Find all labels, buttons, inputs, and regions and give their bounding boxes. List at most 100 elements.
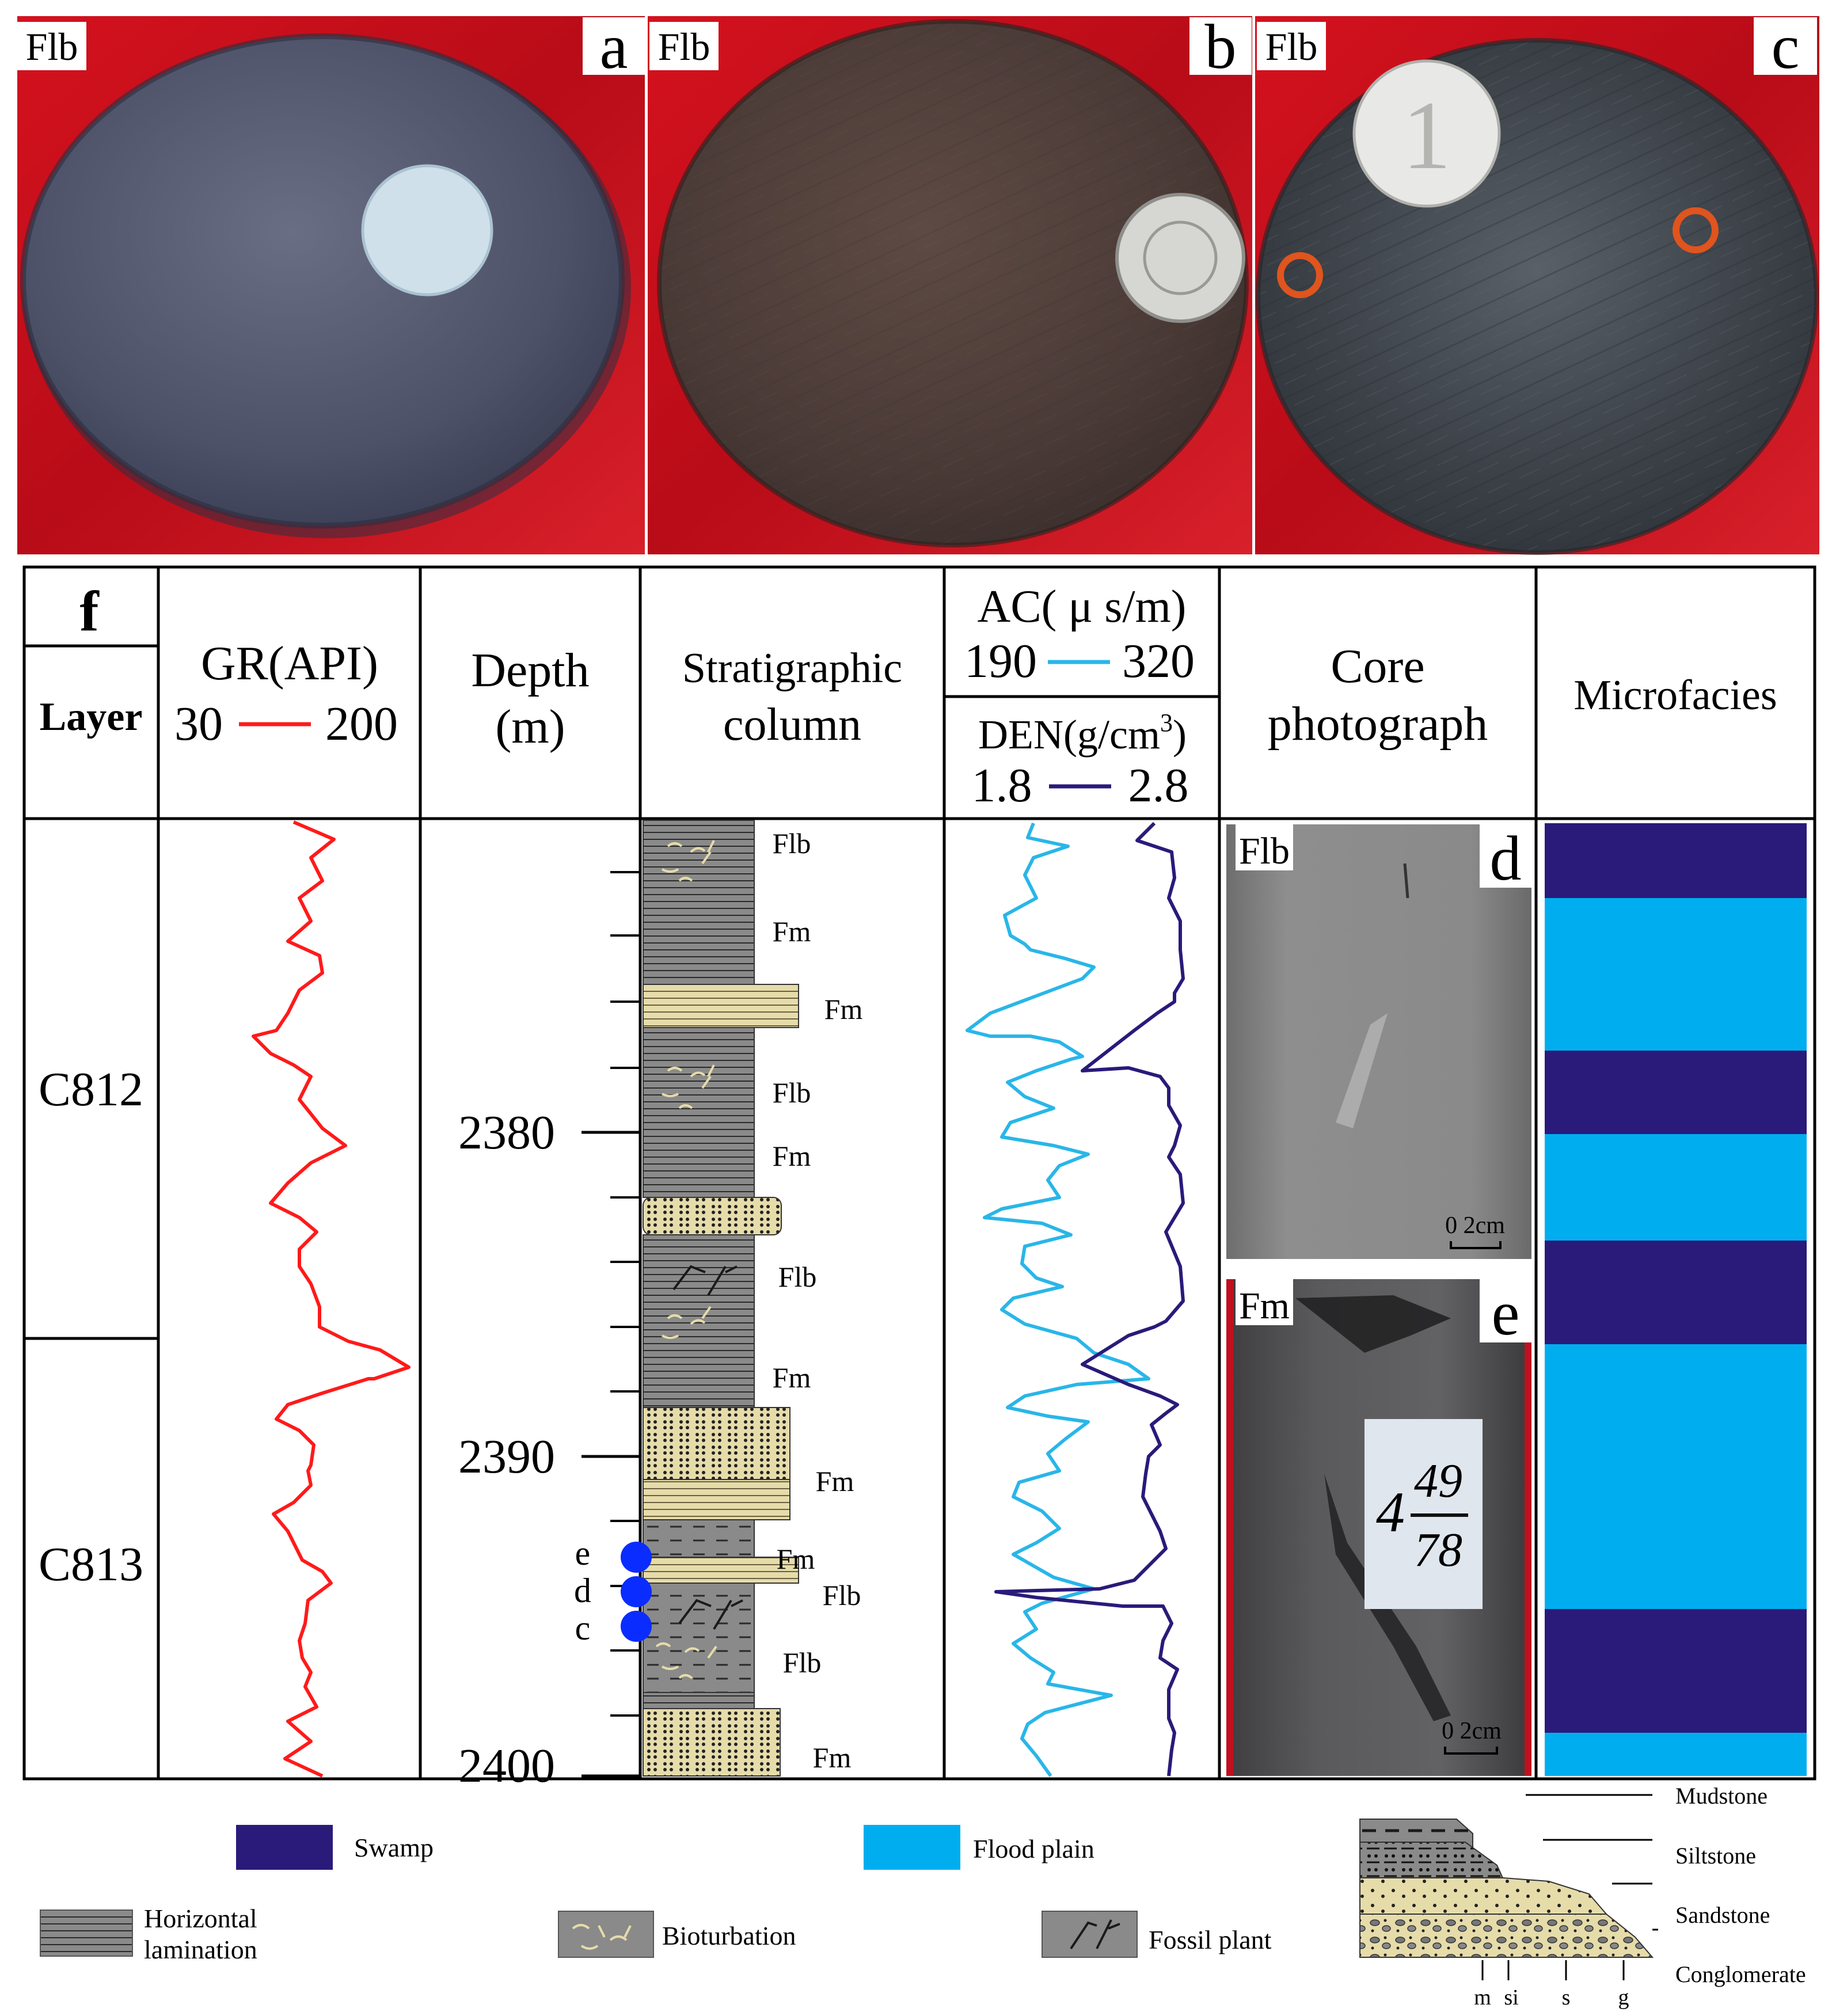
legend-bioturbation-label: Bioturbation bbox=[662, 1921, 796, 1950]
strat-label: Fm bbox=[773, 915, 811, 948]
photo-b bbox=[648, 16, 1252, 554]
microfacies-column bbox=[1545, 823, 1807, 1776]
svg-text:a: a bbox=[600, 12, 628, 82]
bioturbation-icon bbox=[655, 840, 717, 1679]
svg-text:GR(API): GR(API) bbox=[201, 637, 378, 690]
svg-text:d: d bbox=[1490, 823, 1522, 893]
svg-text:0 2cm: 0 2cm bbox=[1442, 1718, 1502, 1744]
microfacies-swamp bbox=[1545, 1241, 1807, 1344]
strat-label: Fm bbox=[773, 1140, 811, 1172]
header-ac: AC( μ s/m) 190 320 bbox=[964, 581, 1195, 688]
legend-fossil-swatch bbox=[1042, 1911, 1138, 1958]
legend-swamp-swatch bbox=[236, 1825, 333, 1870]
strat-label: Fm bbox=[816, 1465, 854, 1497]
svg-text:0 2cm: 0 2cm bbox=[1445, 1212, 1505, 1239]
strat-label: Flb bbox=[773, 1077, 811, 1109]
legend-flood-label: Flood plain bbox=[973, 1834, 1094, 1863]
svg-text:78: 78 bbox=[1414, 1523, 1462, 1577]
strat-label: Fm bbox=[777, 1543, 815, 1575]
svg-text:column: column bbox=[723, 699, 861, 750]
svg-text:c: c bbox=[1772, 12, 1800, 82]
gr-curve bbox=[252, 820, 411, 1778]
coin-icon bbox=[1115, 193, 1245, 323]
coin-icon bbox=[1352, 59, 1501, 208]
microfacies-swamp bbox=[1545, 1609, 1807, 1733]
svg-text:Conglomerate: Conglomerate bbox=[1675, 1961, 1806, 1987]
sample-point-c bbox=[621, 1611, 652, 1642]
photo-c: 1 bbox=[1255, 16, 1819, 555]
den-curve bbox=[994, 821, 1185, 1777]
svg-text:DEN(g/cm3): DEN(g/cm3) bbox=[978, 709, 1187, 758]
header-layer: Layer bbox=[40, 695, 143, 739]
header-depth: Depth (m) bbox=[471, 644, 589, 754]
strat-label: Flb bbox=[783, 1646, 822, 1679]
svg-text:4: 4 bbox=[1376, 1480, 1405, 1544]
microfacies-flood-plain bbox=[1545, 1134, 1807, 1241]
depth-axis bbox=[581, 871, 640, 1778]
svg-text:2.8: 2.8 bbox=[1128, 759, 1189, 812]
svg-text:g: g bbox=[1618, 1985, 1629, 2010]
svg-text:190: 190 bbox=[964, 634, 1037, 688]
photo-label-a: Flb a bbox=[17, 12, 645, 82]
coin-icon bbox=[361, 164, 493, 296]
svg-text:(m): (m) bbox=[495, 700, 565, 754]
strat-label: Fm bbox=[813, 1741, 852, 1774]
svg-text:Stratigraphic: Stratigraphic bbox=[682, 645, 902, 692]
svg-text:si: si bbox=[1504, 1985, 1518, 2010]
svg-text:c: c bbox=[575, 1609, 591, 1647]
core-photo-e: 49 4 78 Fm e 0 2cm bbox=[1226, 1278, 1531, 1776]
depth-label-2390: 2390 bbox=[458, 1430, 555, 1484]
microfacies-flood-plain bbox=[1545, 898, 1807, 1051]
ac-curve bbox=[966, 822, 1150, 1777]
svg-text:Core: Core bbox=[1331, 640, 1424, 693]
header-den: DEN(g/cm3) 1.8 2.8 bbox=[972, 709, 1189, 812]
photo-a bbox=[17, 16, 645, 554]
header-gr: GR(API) 30 200 bbox=[174, 637, 398, 751]
strat-label: Fm bbox=[824, 993, 863, 1025]
layer-c812: C812 bbox=[39, 1063, 143, 1116]
svg-text:e: e bbox=[575, 1534, 591, 1572]
svg-text:photograph: photograph bbox=[1268, 697, 1488, 751]
svg-text:200: 200 bbox=[325, 697, 398, 751]
svg-text:320: 320 bbox=[1122, 634, 1195, 688]
svg-text:d: d bbox=[574, 1572, 591, 1610]
strat-label: Flb bbox=[773, 827, 811, 859]
microfacies-swamp bbox=[1545, 1051, 1807, 1134]
legend-horizontal-swatch bbox=[40, 1910, 133, 1957]
photo-label-b: Flb b bbox=[649, 12, 1252, 82]
svg-text:lamination: lamination bbox=[144, 1935, 257, 1964]
fossil-plant-icon bbox=[672, 1265, 743, 1630]
legend-swamp-label: Swamp bbox=[354, 1833, 434, 1862]
legend-bioturbation-swatch bbox=[558, 1911, 654, 1958]
svg-text:1: 1 bbox=[1402, 81, 1451, 189]
svg-text:49: 49 bbox=[1414, 1454, 1462, 1508]
depth-label-2400: 2400 bbox=[458, 1739, 555, 1793]
header-microfacies: Microfacies bbox=[1573, 672, 1777, 719]
svg-text:Flb: Flb bbox=[26, 25, 78, 69]
svg-text:s: s bbox=[1562, 1985, 1571, 2010]
svg-text:30: 30 bbox=[174, 697, 223, 751]
strat-label: Fm bbox=[773, 1361, 811, 1394]
strat-column bbox=[643, 820, 799, 1777]
svg-text:1.8: 1.8 bbox=[972, 759, 1032, 812]
svg-text:e: e bbox=[1492, 1278, 1520, 1348]
log-table bbox=[22, 565, 1816, 1781]
svg-text:Flb: Flb bbox=[658, 25, 710, 69]
svg-text:AC( μ s/m): AC( μ s/m) bbox=[978, 581, 1187, 632]
sample-point-e bbox=[621, 1542, 652, 1573]
svg-text:m: m bbox=[1474, 1985, 1491, 2010]
legend: Swamp Flood plain Horizontal lamination … bbox=[40, 1783, 1806, 2010]
svg-text:b: b bbox=[1205, 12, 1237, 82]
panel-letter-f: f bbox=[79, 579, 100, 643]
legend-fossil-label: Fossil plant bbox=[1149, 1925, 1272, 1954]
sample-point-d bbox=[621, 1576, 652, 1607]
svg-text:Fm: Fm bbox=[1239, 1285, 1290, 1327]
sample-points: e d c bbox=[574, 1534, 652, 1647]
microfacies-flood-plain bbox=[1545, 1733, 1807, 1776]
legend-flood-swatch bbox=[864, 1825, 960, 1870]
svg-text:Sandstone: Sandstone bbox=[1675, 1902, 1770, 1928]
photo-label-c: Flb c bbox=[1257, 12, 1817, 82]
microfacies-flood-plain bbox=[1545, 1344, 1807, 1609]
depth-label-2380: 2380 bbox=[458, 1106, 555, 1159]
